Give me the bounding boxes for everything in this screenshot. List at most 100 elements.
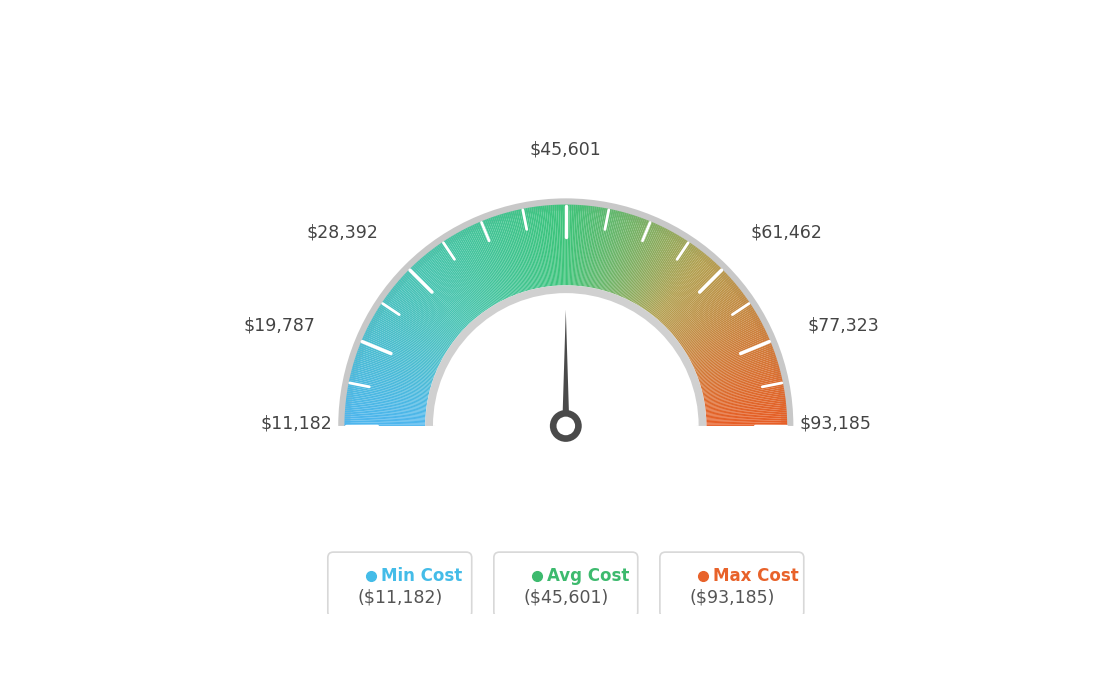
Wedge shape	[346, 403, 426, 413]
Wedge shape	[684, 307, 754, 351]
Wedge shape	[378, 307, 447, 351]
Wedge shape	[490, 217, 519, 294]
Wedge shape	[426, 253, 478, 317]
Wedge shape	[425, 254, 477, 317]
Wedge shape	[707, 422, 787, 425]
Wedge shape	[350, 376, 428, 395]
Wedge shape	[652, 251, 703, 316]
Wedge shape	[411, 267, 468, 326]
Wedge shape	[395, 284, 458, 337]
Wedge shape	[697, 343, 772, 375]
Wedge shape	[541, 206, 551, 286]
Wedge shape	[705, 406, 786, 415]
Wedge shape	[608, 215, 634, 293]
Wedge shape	[363, 336, 437, 370]
Wedge shape	[700, 357, 777, 384]
Wedge shape	[625, 226, 661, 299]
Wedge shape	[703, 384, 784, 400]
Wedge shape	[668, 273, 728, 330]
Wedge shape	[470, 226, 507, 299]
Wedge shape	[360, 343, 435, 375]
Wedge shape	[651, 250, 702, 315]
Wedge shape	[464, 228, 502, 302]
Wedge shape	[344, 415, 425, 420]
Wedge shape	[699, 354, 776, 382]
Wedge shape	[671, 279, 733, 334]
Wedge shape	[666, 269, 724, 327]
Wedge shape	[457, 233, 498, 304]
Wedge shape	[604, 213, 627, 290]
Wedge shape	[672, 281, 734, 335]
Wedge shape	[683, 306, 753, 351]
Wedge shape	[474, 224, 509, 298]
Wedge shape	[688, 315, 758, 357]
Wedge shape	[350, 374, 429, 394]
Wedge shape	[630, 230, 670, 302]
Wedge shape	[705, 399, 786, 410]
Wedge shape	[584, 206, 596, 287]
Wedge shape	[549, 205, 556, 286]
Wedge shape	[358, 348, 434, 378]
Wedge shape	[662, 266, 720, 325]
Wedge shape	[347, 395, 426, 408]
Wedge shape	[368, 326, 440, 363]
Wedge shape	[678, 293, 744, 342]
Wedge shape	[357, 352, 433, 380]
Wedge shape	[679, 294, 745, 344]
Wedge shape	[693, 334, 768, 368]
Wedge shape	[692, 331, 766, 366]
Wedge shape	[431, 249, 481, 315]
Wedge shape	[586, 207, 601, 287]
Wedge shape	[633, 231, 673, 303]
Wedge shape	[338, 198, 794, 426]
Text: $93,185: $93,185	[799, 415, 871, 433]
Wedge shape	[655, 254, 707, 317]
Wedge shape	[700, 361, 778, 386]
Wedge shape	[348, 386, 427, 402]
Wedge shape	[552, 205, 559, 286]
Wedge shape	[575, 205, 583, 286]
Wedge shape	[417, 260, 473, 322]
Wedge shape	[539, 206, 550, 286]
Wedge shape	[687, 313, 757, 355]
Wedge shape	[528, 208, 542, 288]
Wedge shape	[469, 226, 506, 299]
Wedge shape	[704, 391, 785, 405]
Wedge shape	[637, 235, 680, 306]
Wedge shape	[344, 420, 425, 424]
Wedge shape	[344, 422, 425, 425]
Wedge shape	[485, 219, 516, 295]
Wedge shape	[703, 382, 783, 399]
Wedge shape	[573, 205, 580, 286]
Wedge shape	[597, 210, 617, 289]
Wedge shape	[659, 260, 714, 322]
Wedge shape	[627, 227, 665, 300]
Wedge shape	[626, 226, 662, 299]
Wedge shape	[354, 359, 432, 385]
Wedge shape	[389, 291, 454, 342]
Wedge shape	[645, 242, 691, 310]
Wedge shape	[428, 251, 479, 316]
Wedge shape	[694, 336, 768, 370]
Wedge shape	[363, 334, 438, 368]
Wedge shape	[400, 278, 461, 333]
Wedge shape	[351, 368, 431, 391]
Wedge shape	[618, 221, 650, 296]
Wedge shape	[410, 268, 467, 326]
Wedge shape	[643, 240, 688, 308]
Wedge shape	[704, 389, 785, 404]
Circle shape	[556, 417, 575, 435]
Wedge shape	[359, 345, 435, 375]
Wedge shape	[690, 322, 762, 361]
Wedge shape	[382, 301, 450, 347]
Text: ($45,601): ($45,601)	[523, 589, 608, 607]
Wedge shape	[564, 204, 565, 286]
Wedge shape	[493, 216, 521, 293]
Wedge shape	[434, 247, 484, 313]
Wedge shape	[349, 378, 428, 397]
Wedge shape	[412, 266, 469, 325]
Wedge shape	[697, 345, 773, 375]
Wedge shape	[445, 239, 490, 308]
Wedge shape	[569, 205, 572, 286]
Wedge shape	[436, 246, 485, 312]
